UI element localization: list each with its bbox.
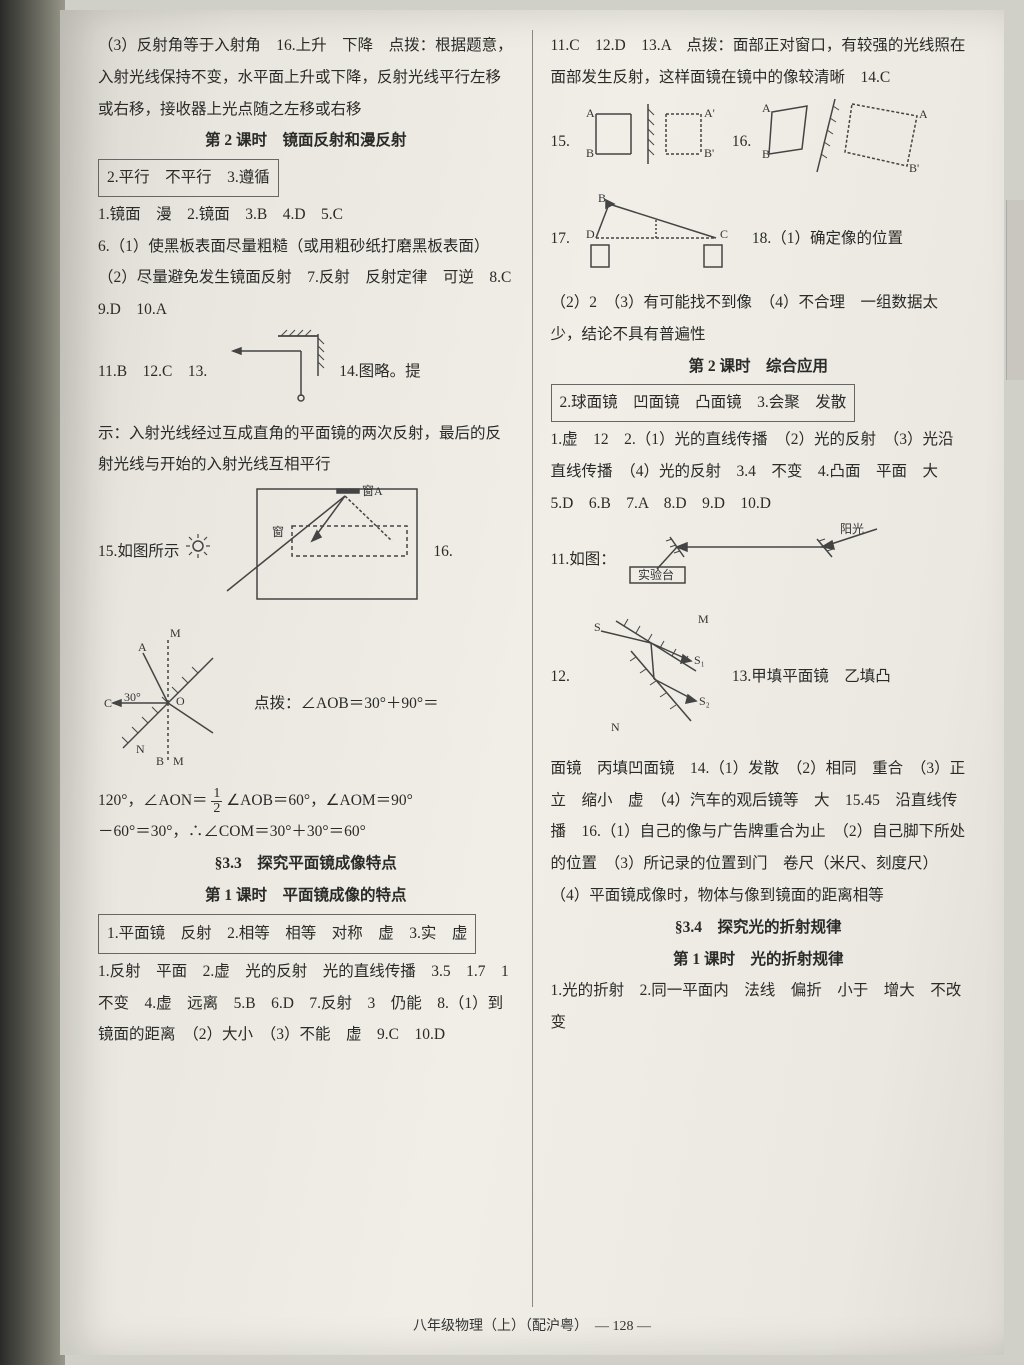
two-column-body: （3）反射角等于入射角 16.上升 下降 点拨：根据题意，入射光线保持不变，水平… <box>88 30 976 1307</box>
diagram-r12-two-mirrors: M N S S₁ <box>576 601 726 753</box>
section-heading: 第 2 课时 综合应用 <box>551 351 967 383</box>
text: 16. <box>433 536 452 568</box>
label: M <box>173 754 184 768</box>
section-heading: 第 1 课时 平面镜成像的特点 <box>98 880 514 912</box>
svg-text:D: D <box>586 227 595 241</box>
diagram-r11-sunlight: 阳光 实验台 <box>622 519 882 601</box>
text: 18.（1）确定像的位置 <box>752 223 903 255</box>
text: 14.图略。提 <box>339 356 420 388</box>
sun-icon <box>185 533 211 571</box>
section-heading: 第 2 课时 镜面反射和漫反射 <box>98 125 514 157</box>
text: 13.甲填平面镜 乙填凸 <box>732 661 891 693</box>
row-15-16-right: 15. A B A' B' <box>551 94 967 191</box>
textbook-page: （3）反射角等于入射角 16.上升 下降 点拨：根据题意，入射光线保持不变，水平… <box>60 10 1004 1355</box>
fraction-one-half: 12 <box>211 787 222 816</box>
row-15-16: 15.如图所示 <box>98 481 514 623</box>
text: 16. <box>732 126 751 158</box>
text: 17. <box>551 223 570 255</box>
label: 窗A <box>362 484 383 498</box>
diagram-16-angle: M A C 30° O N B M <box>98 623 248 785</box>
label: O <box>176 694 185 708</box>
section-heading: §3.3 探究平面镜成像特点 <box>98 848 514 880</box>
paragraph: （3）反射角等于入射角 16.上升 下降 点拨：根据题意，入射光线保持不变，水平… <box>98 30 514 125</box>
svg-text:S₂: S₂ <box>699 694 710 708</box>
svg-text:B': B' <box>704 146 714 160</box>
boxed-answers: 2.平行 不平行 3.遵循 <box>98 159 279 197</box>
diagram-13-mirror <box>213 326 333 418</box>
paragraph: 120°，∠AON＝ 12 ∠AOB＝60°，∠AOM＝90° <box>98 785 514 817</box>
left-column: （3）反射角等于入射角 16.上升 下降 点拨：根据题意，入射光线保持不变，水平… <box>88 30 533 1307</box>
book-binding <box>0 0 65 1365</box>
svg-text:B': B' <box>909 161 919 175</box>
paragraph: （2）2 （3）有可能找不到像 （4）不合理 一组数据太少，结论不具有普遍性 <box>551 287 967 351</box>
paragraph: 11.C 12.D 13.A 点拨：面部正对窗口，有较强的光线照在面部发生反射，… <box>551 30 967 94</box>
paragraph: 6.（1）使黑板表面尽量粗糙（或用粗砂纸打磨黑板表面） （2）尽量避免发生镜面反… <box>98 231 514 326</box>
svg-text:S₁: S₁ <box>694 653 705 667</box>
svg-text:N: N <box>611 720 620 734</box>
text: 11.如图： <box>551 544 616 576</box>
row-r12: 12. M <box>551 601 967 753</box>
row-11-14: 11.B 12.C 13. <box>98 326 514 418</box>
paragraph: 1.虚 12 2.（1）光的直线传播 （2）光的反射 （3）光沿直线传播 （4）… <box>551 424 967 519</box>
row-r11: 11.如图： 阳光 实验台 <box>551 519 967 601</box>
svg-text:A: A <box>586 106 595 120</box>
label: B <box>156 754 164 768</box>
svg-text:M: M <box>698 612 709 626</box>
paragraph: 面镜 丙填凹面镜 14.（1）发散 （2）相同 重合 （3）正立 缩小 虚 （4… <box>551 753 967 912</box>
text: 点拨：∠AOB＝30°＋90°＝ <box>254 688 439 720</box>
svg-text:B: B <box>586 146 594 160</box>
right-column: 11.C 12.D 13.A 点拨：面部正对窗口，有较强的光线照在面部发生反射，… <box>533 30 977 1307</box>
label: M <box>170 626 181 640</box>
boxed-answers: 2.球面镜 凹面镜 凸面镜 3.会聚 发散 <box>551 384 856 422</box>
diagram-r15-mirror-image: A B A' B' <box>576 99 726 186</box>
text: 12. <box>551 661 570 693</box>
text: 120°，∠AON＝ <box>98 792 208 809</box>
svg-text:A: A <box>762 101 771 115</box>
text: ∠AOB＝60°，∠AOM＝90° <box>226 792 413 809</box>
svg-text:S: S <box>594 620 601 634</box>
svg-text:B: B <box>762 147 770 161</box>
label: N <box>136 742 145 756</box>
label: 窗 <box>272 525 284 539</box>
label: A <box>138 640 147 654</box>
row-diagram-16: M A C 30° O N B M 点拨：∠AOB＝30°＋90°＝ <box>98 623 514 785</box>
diagram-15-room: 窗A 窗 <box>217 481 427 623</box>
label: C <box>104 696 112 710</box>
page-footer: 八年级物理（上）（配沪粤） — 128 — <box>88 1307 976 1335</box>
text: 15.如图所示 <box>98 536 179 568</box>
paragraph: 1.镜面 漫 2.镜面 3.B 4.D 5.C <box>98 199 514 231</box>
svg-text:C: C <box>720 227 728 241</box>
text: 11.B 12.C 13. <box>98 356 207 388</box>
diagram-r17-triangle: B D C <box>576 190 746 287</box>
paragraph: 1.反射 平面 2.虚 光的反射 光的直线传播 3.5 1.7 1 不变 4.虚… <box>98 956 514 1051</box>
page-tab-edge <box>1006 200 1024 380</box>
label: 30° <box>124 690 141 704</box>
paragraph: 示：入射光线经过互成直角的平面镜的两次反射，最后的反射光线与开始的入射光线互相平… <box>98 418 514 482</box>
text: 15. <box>551 126 570 158</box>
section-heading: §3.4 探究光的折射规律 <box>551 912 967 944</box>
section-heading: 第 1 课时 光的折射规律 <box>551 944 967 976</box>
row-17-18: 17. B D C 18.（1）确定像的位置 <box>551 190 967 287</box>
svg-text:A': A' <box>919 107 927 121</box>
svg-text:实验台: 实验台 <box>638 567 674 582</box>
paragraph: 1.光的折射 2.同一平面内 法线 偏折 小于 增大 不改变 <box>551 975 967 1039</box>
boxed-answers: 1.平面镜 反射 2.相等 相等 对称 虚 3.实 虚 <box>98 914 476 954</box>
svg-text:A': A' <box>704 106 715 120</box>
svg-text:B: B <box>598 191 606 205</box>
paragraph: －60°＝30°，∴∠COM＝30°＋30°＝60° <box>98 816 514 848</box>
diagram-r16-mirror-image-angled: A B A' B' <box>757 94 927 191</box>
